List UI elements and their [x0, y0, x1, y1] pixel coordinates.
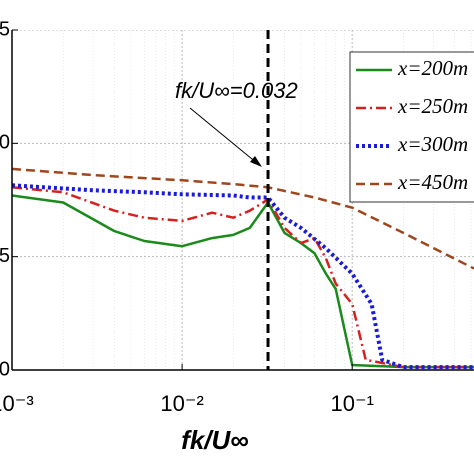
- legend-label: x=450m: [397, 170, 468, 194]
- y-tick-label: 5: [0, 18, 10, 40]
- y-tick-label: 0: [0, 132, 10, 154]
- annotation: fk/U∞=0.032: [175, 78, 298, 103]
- x-tick-label: 10⁻³: [0, 391, 34, 416]
- legend-label: x=250m: [397, 94, 468, 118]
- y-tick-label: 0: [0, 358, 10, 380]
- legend-label: x=200m: [397, 56, 468, 80]
- y-tick-label: 5: [0, 245, 10, 267]
- series-line: [12, 194, 474, 369]
- x-tick-label: 10⁻¹: [330, 391, 373, 416]
- arrow-head: [250, 156, 262, 167]
- annotation-arrow: [189, 107, 259, 165]
- x-tick-label: 10⁻²: [160, 391, 203, 416]
- series-line: [12, 183, 474, 370]
- legend-label: x=300m: [397, 132, 468, 156]
- legend-box: [349, 51, 474, 203]
- x-axis-label: fk/U∞: [181, 425, 249, 455]
- series-line: [12, 186, 474, 369]
